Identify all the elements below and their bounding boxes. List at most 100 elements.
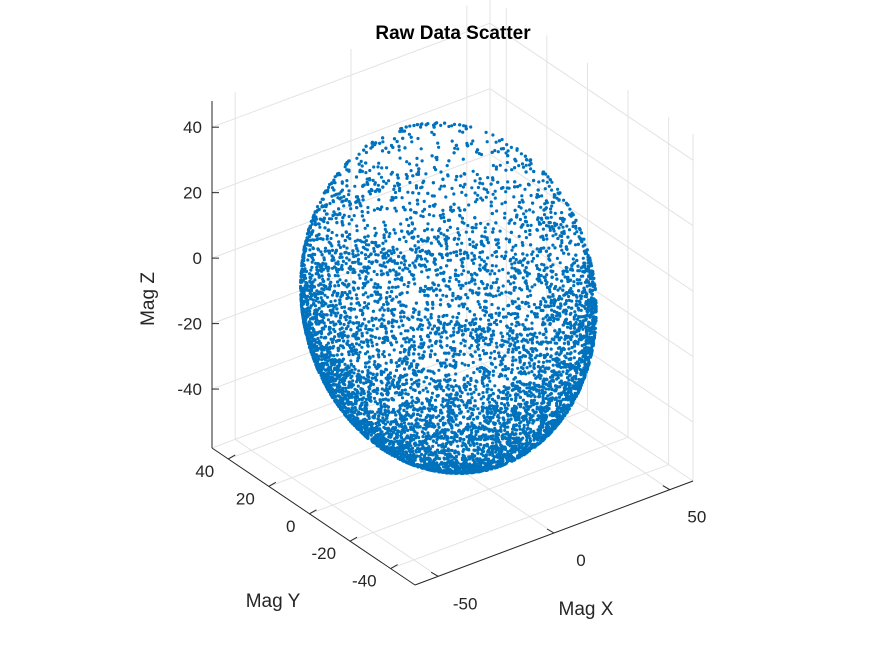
scatter-point — [470, 277, 474, 281]
scatter-point — [400, 388, 404, 393]
scatter-point — [413, 244, 417, 248]
scatter-point — [403, 208, 407, 212]
scatter-point — [440, 331, 444, 335]
grid-lines — [211, 0, 694, 577]
scatter-point — [441, 293, 445, 297]
scatter-point — [483, 230, 487, 234]
scatter-point — [424, 386, 428, 390]
scatter-point — [509, 145, 513, 149]
scatter-point — [412, 310, 416, 314]
scatter-point — [417, 246, 421, 250]
scatter-point — [462, 403, 466, 407]
scatter-point — [311, 247, 315, 251]
scatter-point — [352, 214, 356, 218]
scatter-point — [549, 210, 553, 214]
scatter-point — [460, 329, 464, 333]
scatter-point — [506, 350, 510, 354]
scatter-point — [509, 417, 513, 421]
scatter-point — [513, 300, 517, 304]
scatter-point — [398, 186, 402, 190]
scatter-point — [486, 222, 490, 226]
scatter-point — [531, 393, 535, 397]
scatter-point — [342, 339, 346, 343]
scatter-point — [558, 365, 562, 369]
scatter-point — [394, 285, 398, 289]
scatter-point — [431, 439, 435, 443]
scatter-point — [391, 325, 395, 329]
scatter-point — [506, 332, 510, 336]
scatter-point — [394, 295, 399, 299]
scatter-point — [458, 123, 462, 127]
scatter-point — [413, 227, 417, 231]
scatter-point — [351, 252, 355, 256]
scatter-point — [363, 301, 367, 305]
scatter-point — [470, 431, 474, 435]
scatter-point — [466, 363, 471, 367]
scatter-point — [493, 357, 497, 361]
scatter-point — [364, 327, 368, 331]
x-axis-tick — [662, 485, 671, 491]
scatter-point — [520, 194, 524, 198]
scatter-point — [439, 216, 443, 220]
scatter-point — [498, 163, 502, 167]
scatter-point — [351, 267, 355, 271]
scatter-point — [452, 340, 456, 344]
scatter-point — [434, 405, 438, 409]
scatter-point — [442, 351, 447, 355]
scatter-point — [362, 391, 366, 396]
scatter-point — [410, 422, 414, 426]
scatter-point — [445, 164, 449, 168]
scatter-point — [548, 258, 552, 262]
scatter-point — [441, 399, 445, 404]
scatter-point — [461, 130, 465, 134]
scatter-point — [528, 437, 532, 441]
scatter-point — [329, 300, 333, 304]
scatter-point — [529, 167, 533, 171]
scatter-point — [419, 414, 423, 418]
scatter-point — [494, 341, 498, 345]
scatter-point — [554, 232, 558, 236]
scatter-point — [478, 305, 482, 309]
scatter-point — [364, 256, 368, 261]
scatter-point — [530, 321, 534, 325]
scatter-point — [447, 387, 451, 391]
scatter-point — [448, 363, 452, 367]
y-axis-tick — [390, 564, 398, 569]
scatter-point — [445, 393, 449, 397]
scatter-point — [407, 132, 411, 136]
scatter-point — [509, 275, 513, 279]
scatter-point — [334, 303, 338, 307]
scatter-point — [428, 355, 432, 359]
scatter-point — [318, 225, 322, 229]
scatter-point — [460, 444, 464, 448]
scatter-point — [376, 207, 380, 211]
scatter-point — [399, 332, 403, 336]
scatter-point — [373, 299, 377, 303]
scatter-point — [526, 223, 530, 228]
scatter-point — [384, 367, 388, 371]
scatter-point — [518, 427, 522, 431]
scatter-point — [549, 207, 553, 211]
scatter-point — [530, 341, 535, 345]
scatter-point — [343, 291, 347, 295]
scatter-point — [417, 191, 421, 195]
scatter-point — [306, 258, 310, 262]
scatter-point — [428, 204, 432, 208]
scatter-point — [545, 313, 549, 317]
back-wall-grid-line-z — [211, 22, 491, 128]
scatter-point — [372, 269, 376, 274]
scatter-point — [428, 382, 432, 386]
data-points — [299, 121, 598, 475]
scatter-point — [482, 187, 486, 191]
scatter-point — [460, 260, 464, 265]
scatter-point — [434, 168, 438, 172]
x-axis-tick — [430, 571, 439, 577]
scatter-point — [517, 204, 521, 209]
scatter-point — [372, 396, 377, 400]
scatter-point — [545, 359, 549, 363]
scatter-point — [460, 190, 464, 194]
scatter-point — [353, 387, 357, 391]
scatter-point — [562, 198, 566, 202]
scatter-point — [407, 422, 411, 426]
